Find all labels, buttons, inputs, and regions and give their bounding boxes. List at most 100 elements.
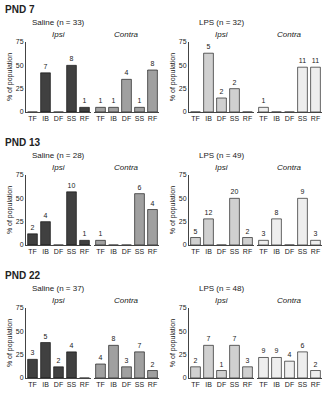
svg-text:SS: SS	[230, 248, 240, 255]
svg-text:RF: RF	[148, 381, 157, 388]
svg-text:5: 5	[194, 228, 198, 235]
svg-text:% of population: % of population	[169, 186, 177, 234]
svg-text:Saline (n = 33): Saline (n = 33)	[32, 18, 85, 27]
svg-text:LPS (n = 49): LPS (n = 49)	[199, 151, 244, 160]
svg-text:IB: IB	[273, 248, 280, 255]
svg-text:Contra: Contra	[277, 30, 302, 39]
svg-text:50: 50	[16, 328, 24, 335]
svg-text:25: 25	[179, 85, 187, 92]
svg-text:9: 9	[300, 188, 304, 195]
svg-text:SS: SS	[67, 248, 77, 255]
svg-text:SS: SS	[298, 115, 308, 122]
svg-text:Ipsi: Ipsi	[215, 296, 228, 305]
svg-text:Ipsi: Ipsi	[52, 30, 65, 39]
svg-text:5: 5	[44, 333, 48, 340]
svg-text:9: 9	[262, 347, 266, 354]
svg-text:4: 4	[99, 354, 103, 361]
svg-text:RF: RF	[243, 115, 252, 122]
svg-text:TF: TF	[28, 381, 37, 388]
svg-text:DF: DF	[54, 381, 63, 388]
svg-text:1: 1	[83, 230, 87, 237]
svg-text:2: 2	[31, 224, 35, 231]
svg-text:% of population: % of population	[6, 186, 14, 234]
svg-text:75: 75	[16, 38, 24, 45]
svg-text:LPS (n = 32): LPS (n = 32)	[199, 18, 244, 27]
svg-text:IB: IB	[42, 248, 49, 255]
svg-text:8: 8	[151, 60, 155, 67]
svg-text:DF: DF	[285, 248, 294, 255]
svg-text:IB: IB	[205, 381, 212, 388]
svg-text:RF: RF	[311, 248, 320, 255]
svg-text:Contra: Contra	[114, 163, 139, 172]
svg-text:TF: TF	[259, 248, 268, 255]
svg-text:25: 25	[179, 218, 187, 225]
svg-text:LPS (n = 48): LPS (n = 48)	[199, 284, 244, 293]
svg-text:11: 11	[312, 57, 319, 64]
svg-text:8: 8	[112, 335, 116, 342]
svg-text:SS: SS	[230, 381, 240, 388]
svg-text:Ipsi: Ipsi	[215, 30, 228, 39]
svg-text:SS: SS	[135, 248, 145, 255]
svg-text:TF: TF	[96, 115, 105, 122]
svg-text:IB: IB	[273, 381, 280, 388]
svg-text:SS: SS	[67, 381, 77, 388]
svg-text:0: 0	[183, 108, 187, 115]
svg-text:TF: TF	[96, 381, 105, 388]
svg-text:Saline (n = 28): Saline (n = 28)	[32, 151, 85, 160]
svg-text:% of population: % of population	[169, 319, 177, 367]
svg-text:IB: IB	[273, 115, 280, 122]
svg-text:2: 2	[57, 357, 61, 364]
svg-text:75: 75	[179, 171, 187, 178]
svg-text:3: 3	[31, 349, 35, 356]
svg-text:1: 1	[99, 230, 103, 237]
svg-text:DF: DF	[54, 115, 63, 122]
svg-text:25: 25	[16, 218, 24, 225]
svg-text:IB: IB	[110, 115, 117, 122]
svg-text:7: 7	[44, 63, 48, 70]
svg-text:RF: RF	[80, 248, 89, 255]
svg-text:RF: RF	[311, 381, 320, 388]
svg-text:4: 4	[287, 351, 291, 358]
svg-text:TF: TF	[259, 381, 268, 388]
svg-text:DF: DF	[217, 248, 226, 255]
svg-text:0: 0	[20, 108, 24, 115]
svg-text:4: 4	[44, 212, 48, 219]
svg-text:PND 7: PND 7	[5, 4, 35, 15]
svg-text:TF: TF	[191, 381, 200, 388]
svg-text:7: 7	[207, 335, 211, 342]
svg-text:SS: SS	[135, 115, 145, 122]
svg-text:DF: DF	[285, 115, 294, 122]
svg-text:IB: IB	[42, 115, 49, 122]
svg-text:4: 4	[70, 342, 74, 349]
svg-text:3: 3	[246, 357, 250, 364]
svg-text:8: 8	[274, 209, 278, 216]
svg-text:0: 0	[20, 374, 24, 381]
svg-text:1: 1	[262, 97, 266, 104]
svg-text:DF: DF	[54, 248, 63, 255]
svg-text:IB: IB	[110, 381, 117, 388]
svg-text:DF: DF	[122, 248, 131, 255]
svg-text:TF: TF	[28, 248, 37, 255]
svg-text:2: 2	[220, 88, 224, 95]
svg-text:Saline (n = 37): Saline (n = 37)	[32, 284, 85, 293]
svg-text:2: 2	[313, 361, 317, 368]
svg-text:75: 75	[179, 38, 187, 45]
svg-text:RF: RF	[311, 115, 320, 122]
svg-text:RF: RF	[80, 115, 89, 122]
svg-text:Contra: Contra	[277, 296, 302, 305]
svg-text:SS: SS	[67, 115, 77, 122]
svg-text:2: 2	[151, 361, 155, 368]
svg-text:9: 9	[274, 347, 278, 354]
svg-text:Ipsi: Ipsi	[52, 296, 65, 305]
svg-text:50: 50	[16, 62, 24, 69]
svg-text:TF: TF	[259, 115, 268, 122]
svg-text:DF: DF	[285, 381, 294, 388]
svg-text:Ipsi: Ipsi	[215, 163, 228, 172]
svg-text:SS: SS	[298, 248, 308, 255]
svg-text:SS: SS	[230, 115, 240, 122]
svg-text:TF: TF	[96, 248, 105, 255]
svg-text:IB: IB	[205, 115, 212, 122]
svg-text:% of population: % of population	[6, 53, 14, 101]
svg-text:0: 0	[183, 241, 187, 248]
svg-text:RF: RF	[243, 381, 252, 388]
